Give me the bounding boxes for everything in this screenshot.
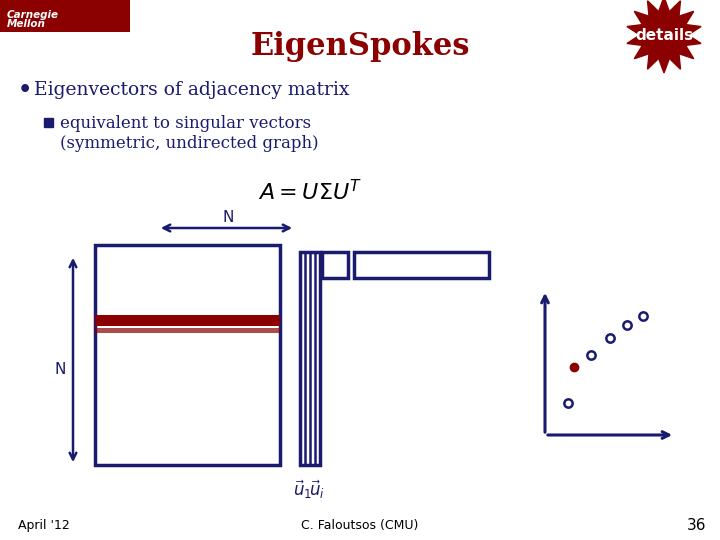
Bar [0, 0, 130, 32]
Text: $\vec{u}_1$: $\vec{u}_1$ [294, 479, 312, 501]
Bar [44, 118, 53, 127]
Bar [95, 245, 280, 465]
Polygon shape [627, 0, 701, 73]
Bar [95, 315, 280, 326]
Text: Eigenvectors of adjacency matrix: Eigenvectors of adjacency matrix [34, 81, 349, 99]
Text: N: N [222, 211, 234, 226]
Text: details: details [635, 28, 693, 43]
Text: $\vec{u}_i$: $\vec{u}_i$ [309, 479, 325, 501]
Text: April '12: April '12 [18, 518, 70, 531]
Bar [322, 252, 348, 278]
Text: C. Faloutsos (CMU): C. Faloutsos (CMU) [301, 518, 419, 531]
Bar [300, 252, 320, 465]
Bar [354, 252, 489, 278]
Text: EigenSpokes: EigenSpokes [251, 31, 469, 63]
Text: Carnegie: Carnegie [7, 10, 59, 20]
Text: N: N [54, 362, 66, 377]
Text: 36: 36 [686, 517, 706, 532]
Text: Mellon: Mellon [7, 19, 46, 29]
Text: $A = U\Sigma U^T$: $A = U\Sigma U^T$ [258, 179, 362, 205]
Bar [95, 328, 280, 333]
Text: equivalent to singular vectors: equivalent to singular vectors [60, 114, 311, 132]
Text: (symmetric, undirected graph): (symmetric, undirected graph) [60, 134, 319, 152]
Text: •: • [18, 80, 32, 100]
